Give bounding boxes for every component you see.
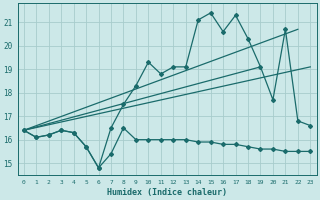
X-axis label: Humidex (Indice chaleur): Humidex (Indice chaleur) — [107, 188, 227, 197]
